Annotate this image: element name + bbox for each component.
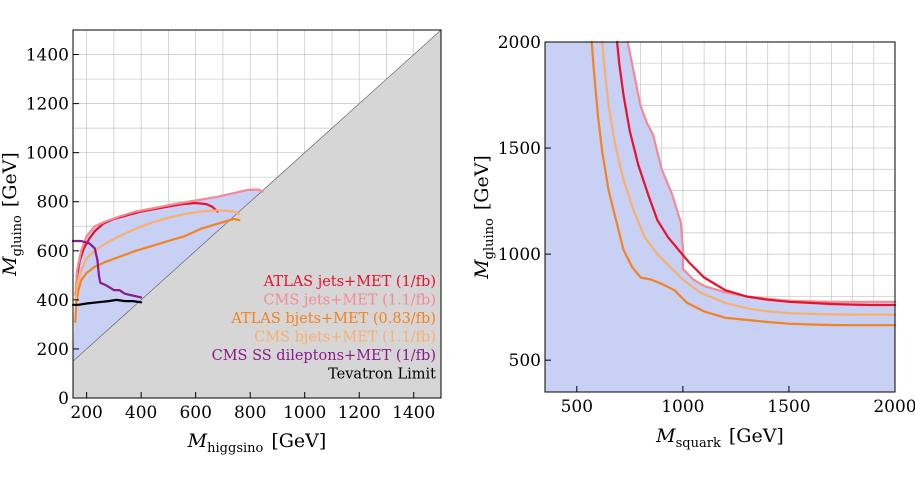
series-line-3 [590, 40, 897, 327]
legend-entry: ATLAS bjets+MET (0.83/fb) [230, 311, 436, 327]
left-series-lines [71, 188, 264, 323]
series-line-3 [74, 209, 241, 301]
right-allowed-region [545, 42, 895, 392]
legend-entry: CMS jets+MET (1.1/fb) [263, 293, 436, 309]
series-line-2 [74, 217, 241, 323]
right-y-axis-label: Mgluino[GeV] [471, 155, 497, 280]
x-tick-label: 500 [561, 397, 593, 417]
x-tick-label: 1200 [338, 403, 381, 423]
legend-entry: Tevatron Limit [328, 367, 436, 383]
right-chart: 500 1000 1500 2000 500 1000 1500 2000 Msquark [G… [471, 33, 915, 451]
left-legend: ATLAS jets+MET (1/fb) CMS jets+MET (1.1/f… [212, 274, 437, 383]
y-tick-label: 2000 [498, 33, 541, 53]
right-ticks: 500 1000 1500 2000 500 1000 1500 2000 [498, 33, 915, 417]
series-line-0 [74, 201, 219, 297]
y-tick-label: 1000 [26, 144, 69, 164]
x-tick-label: 1500 [767, 397, 810, 417]
x-tick-label: 400 [125, 403, 157, 423]
y-tick-label: 800 [37, 193, 69, 213]
left-plot-frame [72, 29, 442, 399]
left-y-axis-label: Mgluino[GeV] [0, 152, 25, 277]
left-chart: 200 400 600 800 1000 1200 14000200400600800100… [0, 29, 442, 456]
legend-entry: ATLAS jets+MET (1/fb) [263, 274, 436, 290]
x-tick-label: 200 [70, 403, 102, 423]
y-tick-label: 200 [37, 340, 69, 360]
x-tick-label: 600 [179, 403, 211, 423]
y-tick-label: 500 [509, 351, 541, 371]
y-tick-label: 0 [58, 389, 69, 409]
series-line-5 [71, 298, 143, 306]
x-tick-label: 1400 [392, 403, 435, 423]
right-x-axis-label: Msquark [GeV] [655, 425, 784, 451]
y-tick-label: 1200 [26, 95, 69, 115]
series-line-2 [601, 40, 897, 316]
y-tick-label: 1500 [498, 139, 541, 159]
y-tick-label: 1400 [26, 46, 69, 66]
left-ticks: 200 400 600 800 1000 1200 14000200400600800100… [26, 46, 436, 423]
series-line-1 [74, 188, 264, 292]
right-series-lines [590, 40, 897, 327]
y-tick-label: 600 [37, 242, 69, 262]
right-plot-frame [544, 41, 896, 393]
y-tick-label: 400 [37, 291, 69, 311]
x-tick-label: 1000 [661, 397, 704, 417]
left-x-axis-label: Mhiggsino [GeV] [187, 430, 327, 456]
x-tick-label: 1000 [283, 403, 326, 423]
x-tick-label: 800 [234, 403, 266, 423]
y-tick-label: 1000 [498, 245, 541, 265]
legend-entry: CMS bjets+MET (1.1/fb) [254, 330, 436, 346]
x-tick-label: 2000 [873, 397, 915, 417]
series-line-1 [615, 40, 897, 307]
series-line-4 [71, 239, 143, 299]
legend-entry: CMS SS dileptons+MET (1/fb) [212, 348, 436, 364]
